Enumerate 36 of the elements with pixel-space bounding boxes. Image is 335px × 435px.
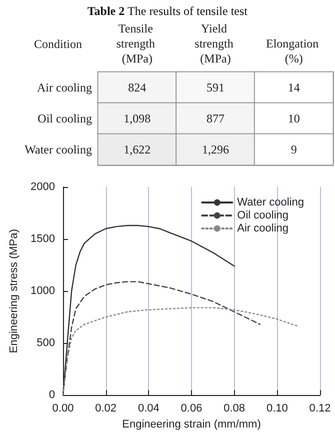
x-tick-label: 0.10 <box>266 402 288 415</box>
data-label: 10 <box>288 112 300 126</box>
data-label: 9 <box>290 142 297 156</box>
legend-label: Air cooling <box>237 222 289 234</box>
x-tick-label: 0.08 <box>224 402 246 415</box>
x-tick-label: Yield strength (MPa) <box>194 22 236 66</box>
x-tick-label: Elongation (%) <box>266 36 322 66</box>
x-tick-label: 0.00 <box>52 402 74 415</box>
data-label: 14 <box>288 80 300 94</box>
x-tick-label: 0.04 <box>138 402 160 415</box>
y-tick-label: Air cooling <box>37 80 92 94</box>
y-tick-label: 1000 <box>30 285 55 298</box>
y-tick-label: 2000 <box>30 181 55 193</box>
x-tick-label: 0.02 <box>95 402 117 415</box>
y-tick-label: 500 <box>36 337 55 350</box>
legend-label: Water cooling <box>237 196 304 208</box>
x-axis-title: Engineering strain (mm/mm) <box>122 418 261 430</box>
x-tick-label: 0.06 <box>180 402 202 415</box>
y-axis-title: Engineering stress (MPa) <box>8 228 20 354</box>
y-tick-label: 0 <box>48 389 55 402</box>
y-tick-label: Oil cooling <box>38 112 92 126</box>
y-axis-title: Condition <box>34 37 82 51</box>
legend-label: Oil cooling <box>237 210 289 222</box>
line-series <box>62 281 261 396</box>
y-tick-label: 1500 <box>30 233 55 246</box>
line-series <box>62 307 300 396</box>
data-label: 1,296 <box>202 142 229 156</box>
data-label: 591 <box>206 80 224 94</box>
y-tick-label: Water cooling <box>24 142 92 156</box>
x-tick-label: 0.12 <box>309 402 331 415</box>
data-label: 1,098 <box>124 112 151 126</box>
chart-title: Table 2 The results of tensile test <box>87 4 248 18</box>
x-tick-label: Tensile strength (MPa) <box>116 22 158 66</box>
data-label: 824 <box>128 80 146 94</box>
data-label: 1,622 <box>124 142 151 156</box>
data-label: 877 <box>206 112 224 126</box>
